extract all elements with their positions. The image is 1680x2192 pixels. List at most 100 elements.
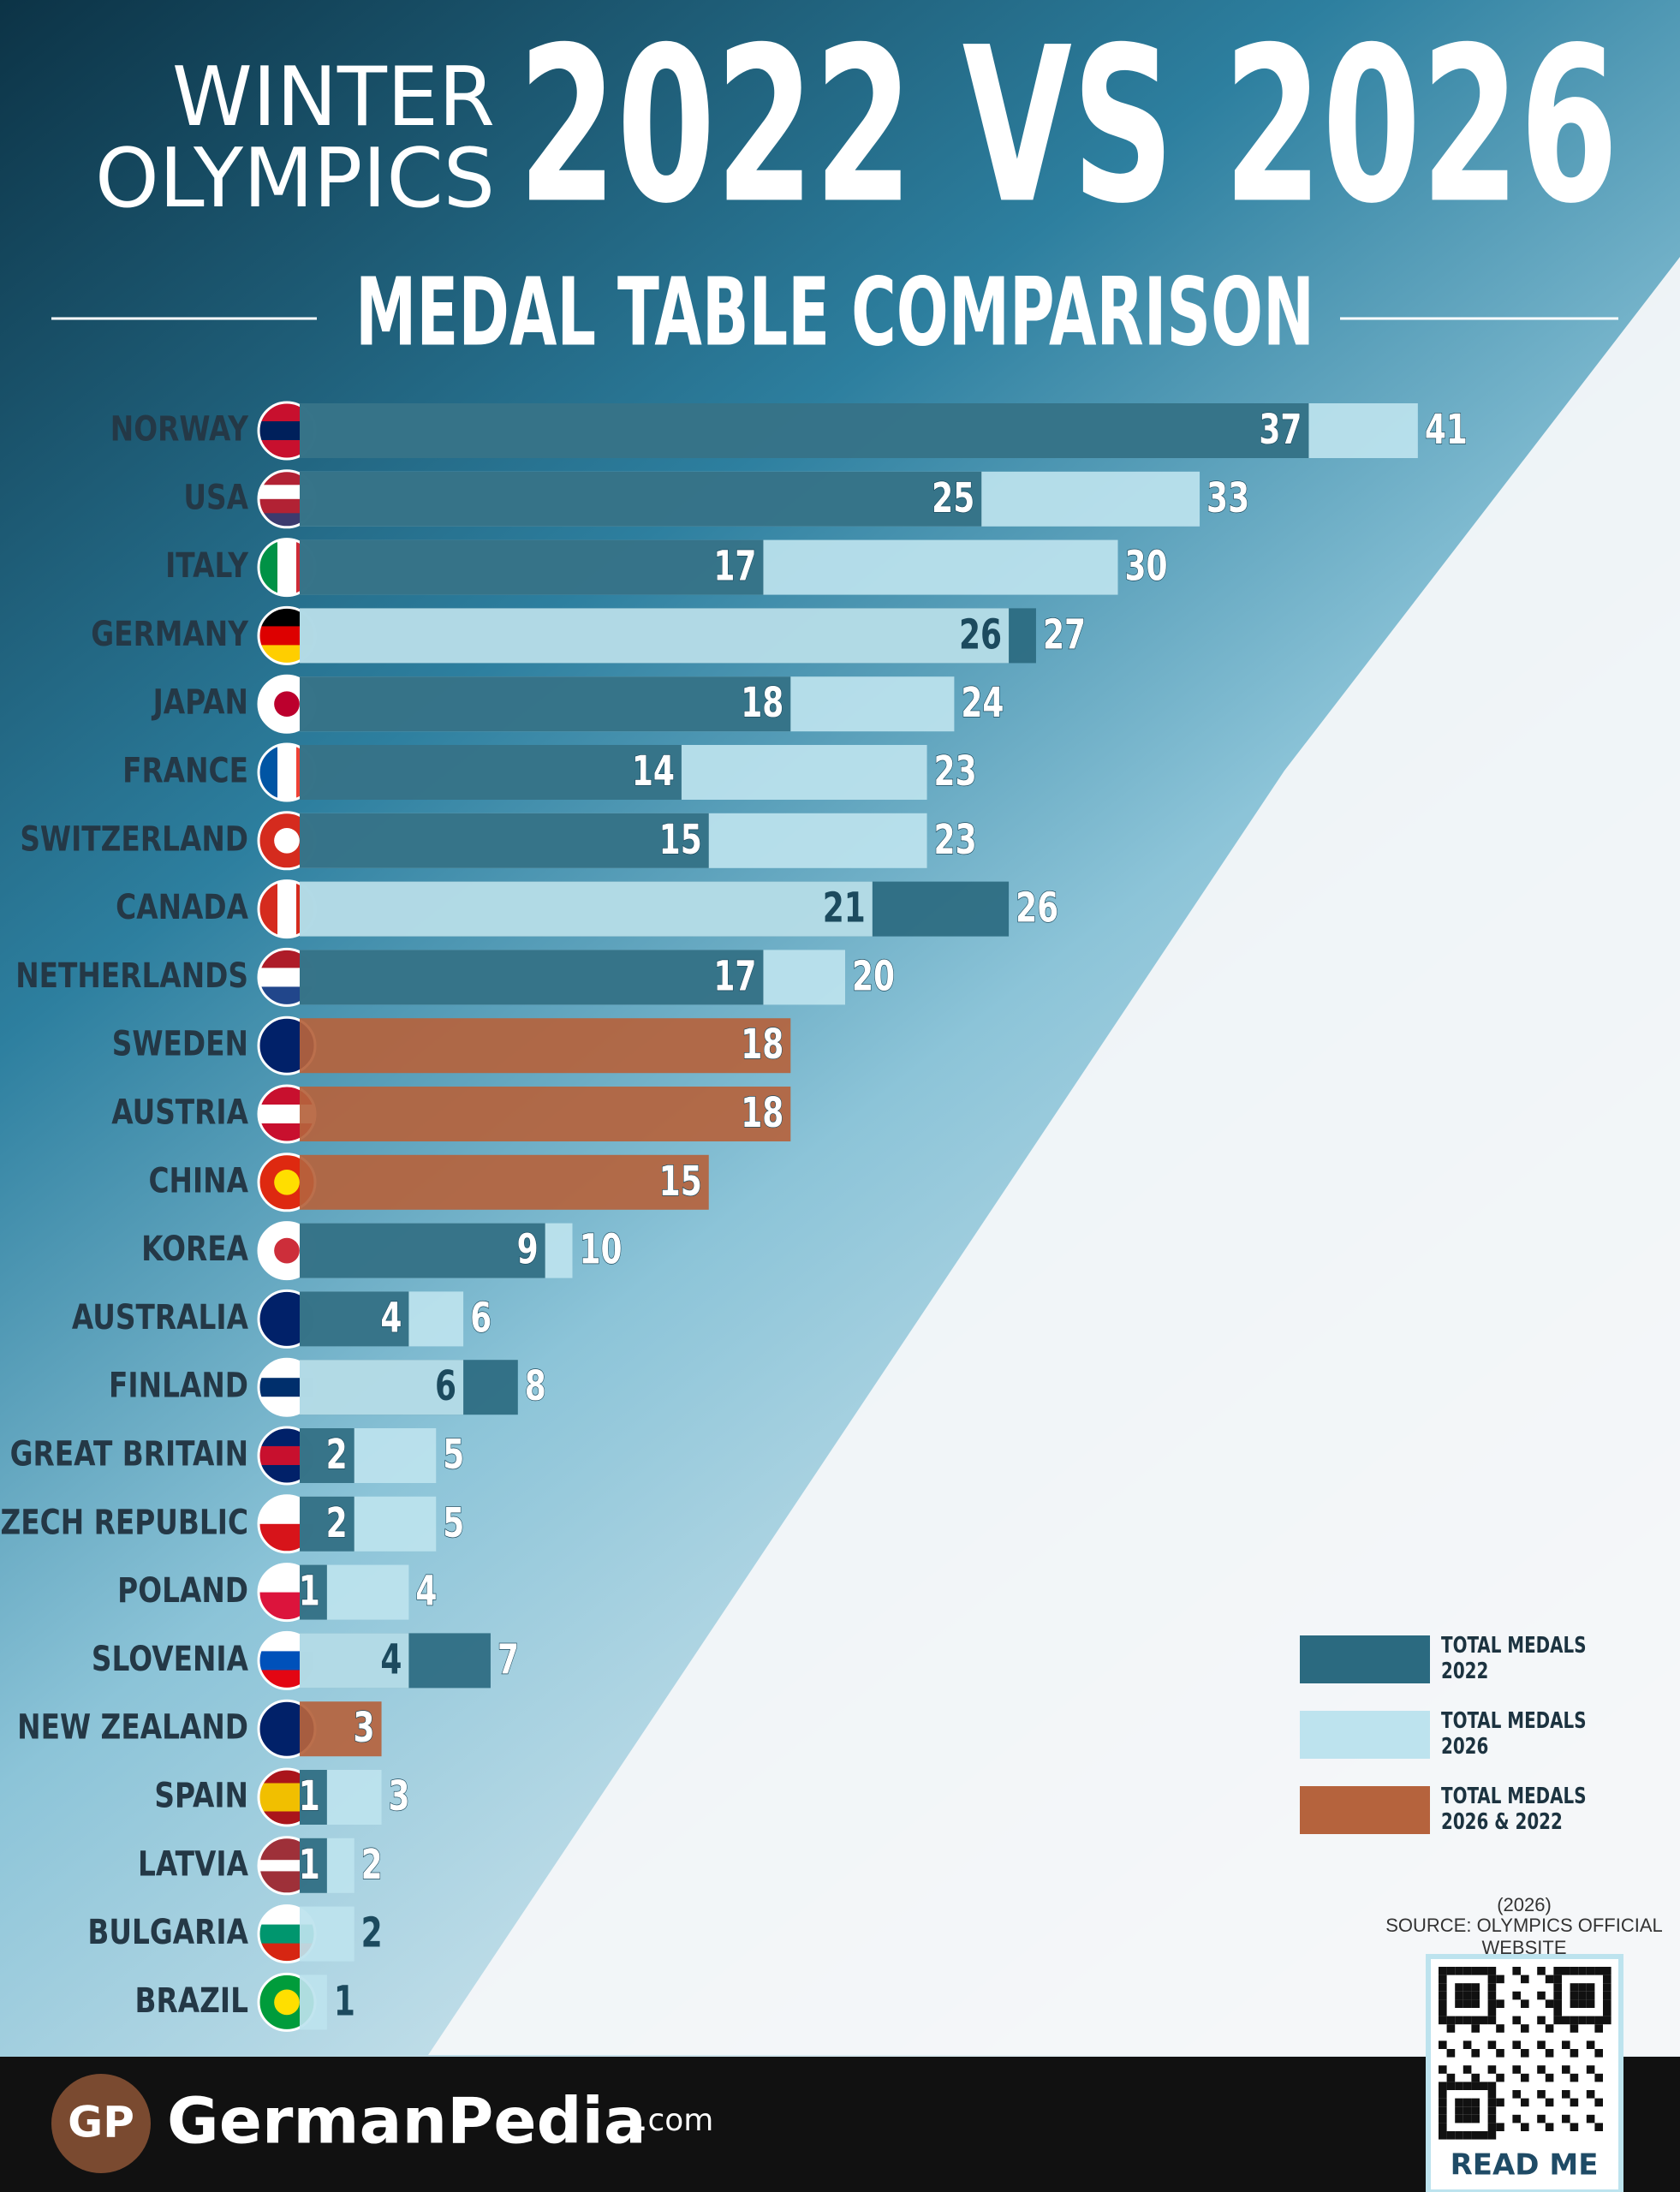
category-label: FINLAND bbox=[109, 1366, 248, 1406]
qr-cell bbox=[1480, 2131, 1488, 2140]
value-label: 26 bbox=[959, 611, 1002, 658]
qr-cell bbox=[1578, 1983, 1587, 1992]
category-label: GERMANY bbox=[91, 614, 248, 654]
qr-cell bbox=[1512, 1967, 1521, 1975]
category-label: AUSTRIA bbox=[111, 1092, 248, 1132]
value-label: 7 bbox=[497, 1636, 519, 1683]
qr-cell bbox=[1480, 2082, 1488, 2090]
qr-cell bbox=[1521, 2049, 1529, 2058]
value-label: 17 bbox=[713, 544, 756, 591]
qr-cell bbox=[1562, 2040, 1570, 2049]
qr-cell bbox=[1471, 2082, 1480, 2090]
flag-dot bbox=[274, 691, 300, 718]
qr-cell bbox=[1487, 2106, 1497, 2115]
qr-cell bbox=[1439, 2008, 1447, 2016]
qr-cell bbox=[1439, 2123, 1447, 2131]
qr-cell bbox=[1455, 1991, 1463, 2000]
category-label: JAPAN bbox=[151, 682, 248, 723]
qr-cell bbox=[1471, 1967, 1480, 1975]
qr-cell bbox=[1594, 2024, 1603, 2033]
category-label: FRANCE bbox=[122, 750, 248, 790]
category-label: BULGARIA bbox=[87, 1912, 248, 1952]
category-label: BRAZIL bbox=[135, 1981, 248, 2021]
qr-cell bbox=[1446, 2082, 1456, 2090]
qr-cell bbox=[1586, 2114, 1595, 2124]
brand-domain: .com bbox=[638, 2103, 713, 2138]
bar bbox=[300, 676, 791, 732]
qr-cell bbox=[1521, 1999, 1529, 2008]
category-label: KOREA bbox=[141, 1229, 248, 1269]
source-year: (2026) bbox=[1497, 1894, 1552, 1915]
value-label: 1 bbox=[299, 1842, 320, 1889]
value-label: 4 bbox=[380, 1295, 402, 1342]
category-label: AUSTRALIA bbox=[72, 1297, 249, 1337]
value-label: 2 bbox=[361, 1910, 383, 1957]
value-label: 15 bbox=[659, 817, 702, 864]
value-label: 2 bbox=[326, 1500, 348, 1547]
value-label: 24 bbox=[961, 680, 1004, 727]
qr-cell bbox=[1455, 2114, 1463, 2124]
bar bbox=[300, 881, 873, 937]
value-label: 4 bbox=[415, 1569, 437, 1616]
bar bbox=[300, 1906, 354, 1962]
qr-cell bbox=[1463, 1967, 1472, 1975]
qr-cell bbox=[1455, 2082, 1463, 2090]
qr-cell bbox=[1446, 1967, 1456, 1975]
qr-cell bbox=[1471, 1983, 1480, 1992]
bar bbox=[300, 1564, 327, 1620]
qr-cell bbox=[1586, 1991, 1595, 2000]
qr-cell bbox=[1562, 2065, 1570, 2074]
value-label: 20 bbox=[852, 953, 895, 1000]
qr-cell bbox=[1545, 1975, 1554, 1984]
qr-cell bbox=[1496, 1975, 1504, 1984]
qr-cell bbox=[1603, 2016, 1611, 2025]
bar bbox=[300, 745, 682, 800]
qr-cell bbox=[1471, 2049, 1480, 2058]
qr-cell bbox=[1570, 2016, 1579, 2025]
chart-title: 2022 VS 2026 bbox=[518, 1, 1618, 250]
qr-cell bbox=[1545, 2073, 1554, 2082]
title-line1: WINTER bbox=[172, 51, 495, 145]
qr-cell bbox=[1463, 1991, 1472, 2000]
value-label: 1 bbox=[334, 1978, 355, 2025]
category-label: POLAND bbox=[117, 1570, 248, 1611]
logo-circle bbox=[51, 2074, 151, 2173]
qr-cell bbox=[1586, 1999, 1595, 2008]
qr-cell bbox=[1537, 2090, 1546, 2099]
qr-label: READ ME bbox=[1451, 2148, 1599, 2183]
bar bbox=[300, 539, 764, 595]
qr-cell bbox=[1463, 2082, 1472, 2090]
qr-cell bbox=[1439, 2065, 1447, 2074]
value-label: 21 bbox=[823, 885, 866, 932]
bar bbox=[300, 950, 764, 1005]
qr-cell bbox=[1545, 2024, 1554, 2033]
qr-cell bbox=[1512, 2090, 1521, 2099]
qr-cell bbox=[1471, 1999, 1480, 2008]
bar bbox=[300, 1838, 327, 1893]
qr-cell bbox=[1586, 2065, 1595, 2074]
value-label: 5 bbox=[443, 1432, 464, 1479]
qr-cell bbox=[1487, 1991, 1497, 2000]
qr-cell bbox=[1578, 1967, 1587, 1975]
qr-cell bbox=[1545, 2049, 1554, 2058]
qr-cell bbox=[1570, 2049, 1579, 2058]
category-label: SPAIN bbox=[154, 1775, 248, 1815]
qr-cell bbox=[1439, 2098, 1447, 2107]
qr-cell bbox=[1562, 1967, 1570, 1975]
legend-label: TOTAL MEDALS 2026 bbox=[1441, 1708, 1587, 1760]
qr-cell bbox=[1480, 2016, 1488, 2025]
qr-cell bbox=[1439, 2114, 1447, 2124]
qr-cell bbox=[1439, 1967, 1447, 1975]
category-label: USA bbox=[183, 477, 248, 517]
bar bbox=[300, 1154, 709, 1210]
qr-cell bbox=[1446, 2024, 1456, 2033]
qr-cell bbox=[1446, 2016, 1456, 2025]
qr-cell bbox=[1463, 2040, 1472, 2049]
legend-swatch bbox=[1300, 1711, 1430, 1759]
qr-cell bbox=[1439, 1975, 1447, 1984]
qr-cell bbox=[1439, 1991, 1447, 2000]
qr-cell bbox=[1487, 2123, 1497, 2131]
legend-swatch bbox=[1300, 1635, 1430, 1683]
flag-stripe bbox=[277, 744, 297, 801]
qr-cell bbox=[1439, 2040, 1447, 2049]
